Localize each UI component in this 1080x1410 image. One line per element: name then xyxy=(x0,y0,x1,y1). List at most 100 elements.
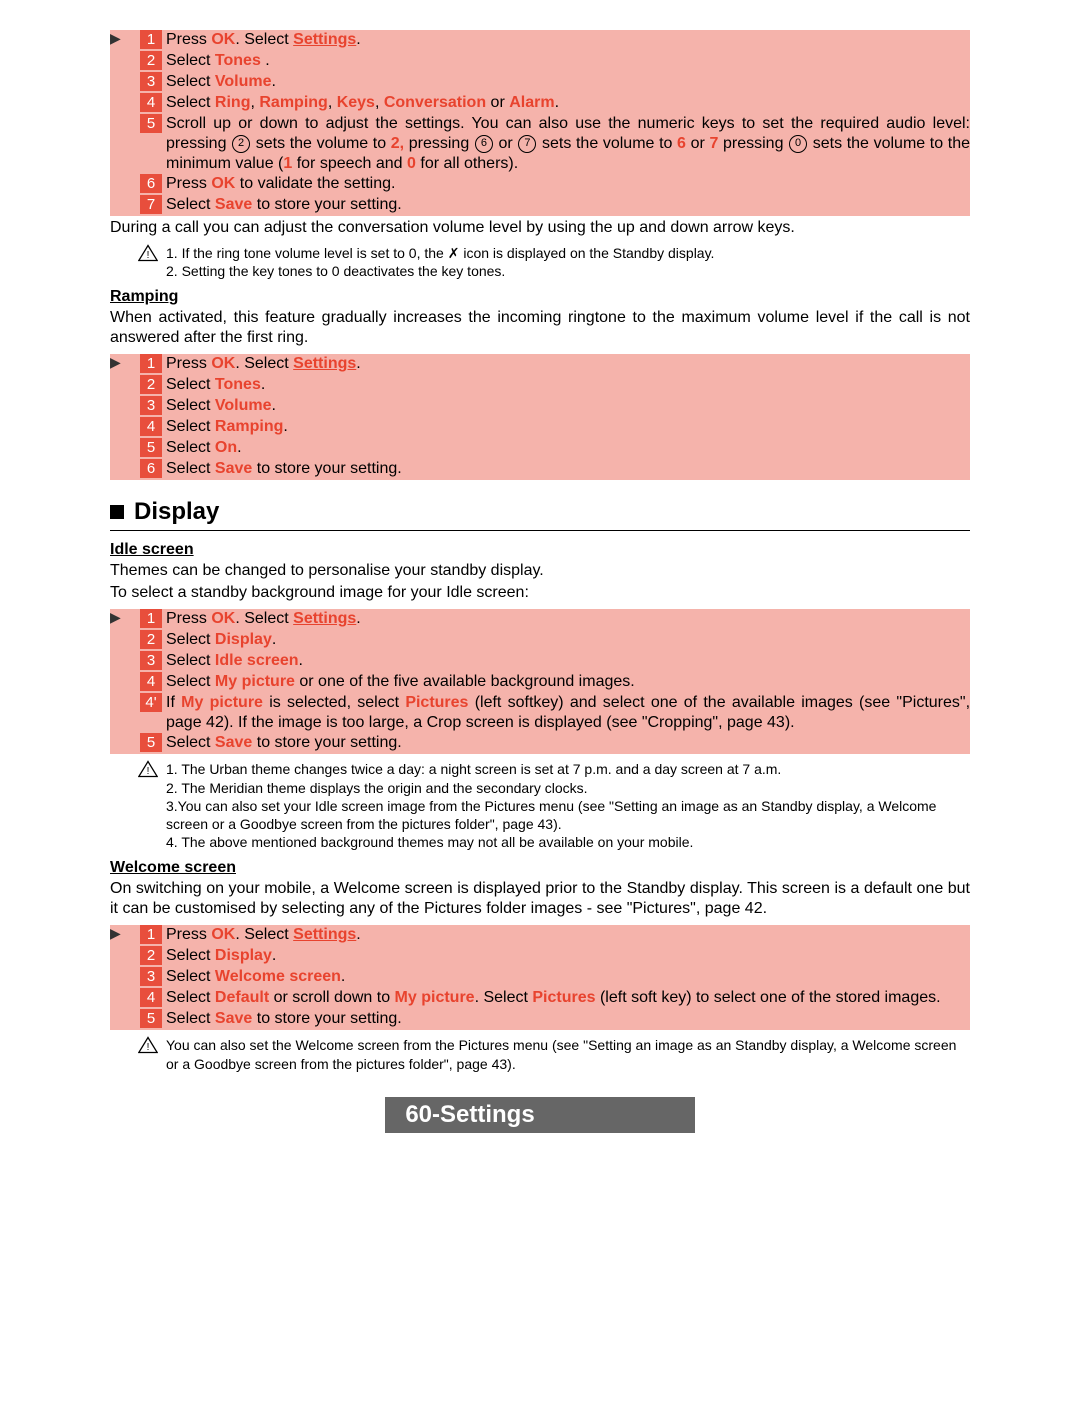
step-text: Select Welcome screen. xyxy=(166,967,970,988)
arrow-icon: ▶ xyxy=(110,925,121,941)
step-row: ▶ 1Press OK. Select Settings. xyxy=(110,925,970,946)
steps-block-1: ▶1Press OK. Select Settings.2Select Tone… xyxy=(110,30,970,216)
step-number: 5 xyxy=(140,733,162,752)
step-text: If My picture is selected, select Pictur… xyxy=(166,693,970,733)
svg-text:!: ! xyxy=(147,766,150,777)
paragraph: During a call you can adjust the convers… xyxy=(110,218,970,238)
step-number: 5 xyxy=(140,438,162,457)
step-number-cell: 1 xyxy=(140,354,166,375)
step-row: 3Select Volume. xyxy=(110,396,970,417)
note-line: 4. The above mentioned background themes… xyxy=(166,833,970,851)
step-number-cell: 3 xyxy=(140,72,166,93)
arrow-icon: ▶ xyxy=(110,354,121,370)
step-row: 3Select Welcome screen. xyxy=(110,967,970,988)
step-text: Select Display. xyxy=(166,946,970,967)
subhead-idle: Idle screen xyxy=(110,541,970,559)
step-text: Select My picture or one of the five ava… xyxy=(166,672,970,693)
step-number: 3 xyxy=(140,72,162,91)
step-number: 4' xyxy=(140,693,162,712)
step-number: 4 xyxy=(140,988,162,1007)
step-number: 3 xyxy=(140,967,162,986)
subhead-welcome: Welcome screen xyxy=(110,859,970,877)
arrow-cell xyxy=(110,988,140,1009)
arrow-cell xyxy=(110,459,140,480)
step-row: 4Select Default or scroll down to My pic… xyxy=(110,988,970,1009)
step-row: 2Select Tones . xyxy=(110,51,970,72)
arrow-cell xyxy=(110,1009,140,1030)
note-text: You can also set the Welcome screen from… xyxy=(166,1036,970,1072)
step-row: 2Select Display. xyxy=(110,630,970,651)
step-row: 5Select On. xyxy=(110,438,970,459)
step-number-cell: 2 xyxy=(140,375,166,396)
paragraph: To select a standby background image for… xyxy=(110,583,970,603)
arrow-cell xyxy=(110,946,140,967)
step-number: 4 xyxy=(140,417,162,436)
step-text: Press OK. Select Settings. xyxy=(166,354,970,375)
step-number-cell: 2 xyxy=(140,630,166,651)
section-display: Display xyxy=(110,498,970,526)
step-row: 4'If My picture is selected, select Pict… xyxy=(110,693,970,733)
arrow-cell xyxy=(110,733,140,754)
step-number: 6 xyxy=(140,459,162,478)
step-number: 3 xyxy=(140,651,162,670)
step-row: 7Select Save to store your setting. xyxy=(110,195,970,216)
step-number-cell: 3 xyxy=(140,967,166,988)
arrow-cell xyxy=(110,651,140,672)
arrow-icon: ▶ xyxy=(110,30,121,46)
warning-icon: ! xyxy=(138,760,166,851)
step-row: 4Select Ramping. xyxy=(110,417,970,438)
step-number-cell: 5 xyxy=(140,1009,166,1030)
footer: 60-Settings xyxy=(110,1097,970,1133)
steps-block-2: ▶1Press OK. Select Settings.2Select Tone… xyxy=(110,354,970,480)
step-number: 1 xyxy=(140,609,162,628)
step-row: 3Select Volume. xyxy=(110,72,970,93)
step-number-cell: 6 xyxy=(140,459,166,480)
arrow-cell: ▶ xyxy=(110,925,140,946)
step-text: Select Volume. xyxy=(166,396,970,417)
step-number-cell: 1 xyxy=(140,609,166,630)
subhead-ramping: Ramping xyxy=(110,288,970,306)
step-number: 2 xyxy=(140,630,162,649)
step-number: 1 xyxy=(140,30,162,49)
arrow-cell xyxy=(110,51,140,72)
note-text: 1. If the ring tone volume level is set … xyxy=(166,244,970,280)
footer-box: 60-Settings xyxy=(385,1097,694,1133)
step-row: ▶1Press OK. Select Settings. xyxy=(110,30,970,51)
step-text: Press OK. Select Settings. xyxy=(166,925,970,946)
note-line: 2. Setting the key tones to 0 deactivate… xyxy=(166,262,970,280)
step-row: 4Select Ring, Ramping, Keys, Conversatio… xyxy=(110,93,970,114)
page-number: 60- xyxy=(405,1101,440,1128)
step-number-cell: 1 xyxy=(140,925,166,946)
step-number-cell: 1 xyxy=(140,30,166,51)
svg-text:!: ! xyxy=(147,250,150,261)
step-number-cell: 4 xyxy=(140,417,166,438)
step-number-cell: 3 xyxy=(140,396,166,417)
note-2: ! 1. The Urban theme changes twice a day… xyxy=(138,760,970,851)
step-number-cell: 6 xyxy=(140,174,166,195)
arrow-cell xyxy=(110,417,140,438)
step-number: 3 xyxy=(140,396,162,415)
step-row: 6Select Save to store your setting. xyxy=(110,459,970,480)
warning-icon: ! xyxy=(138,1036,166,1072)
step-number: 5 xyxy=(140,114,162,133)
step-text: Select Save to store your setting. xyxy=(166,195,970,216)
step-row: ▶1Press OK. Select Settings. xyxy=(110,609,970,630)
note-line: You can also set the Welcome screen from… xyxy=(166,1036,970,1072)
step-row: 2Select Display. xyxy=(110,946,970,967)
step-number: 4 xyxy=(140,672,162,691)
note-line: 1. The Urban theme changes twice a day: … xyxy=(166,760,970,778)
step-text: Select Ring, Ramping, Keys, Conversation… xyxy=(166,93,970,114)
step-number-cell: 7 xyxy=(140,195,166,216)
arrow-cell xyxy=(110,438,140,459)
section-title: Display xyxy=(134,498,219,526)
step-text: Select Default or scroll down to My pict… xyxy=(166,988,970,1009)
step-number-cell: 4' xyxy=(140,693,166,733)
step-number: 6 xyxy=(140,174,162,193)
step-text: Select Save to store your setting. xyxy=(166,1009,970,1030)
step-number: 1 xyxy=(140,354,162,373)
step-row: 5Scroll up or down to adjust the setting… xyxy=(110,114,970,174)
arrow-cell xyxy=(110,114,140,174)
footer-title: Settings xyxy=(440,1101,535,1128)
paragraph: On switching on your mobile, a Welcome s… xyxy=(110,879,970,919)
page: ▶1Press OK. Select Settings.2Select Tone… xyxy=(0,0,1080,1173)
